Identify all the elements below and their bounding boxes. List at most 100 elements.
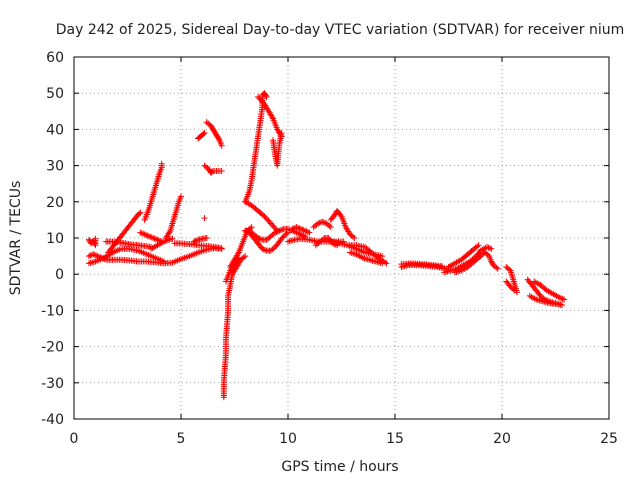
data-series [195,130,208,142]
x-axis-label: GPS time / hours [281,459,398,475]
data-point [319,218,326,225]
data-point [558,295,565,302]
data-series [310,218,334,231]
x-tick-label: 5 [177,431,186,447]
data-point [273,226,280,233]
data-series [531,278,568,303]
data-point [242,253,249,260]
data-point [234,250,241,257]
data-point [294,224,301,231]
data-point [349,233,356,240]
data-point [85,253,92,260]
data-series [103,238,155,251]
data-point [266,219,273,226]
data-point [178,193,184,200]
data-point [261,213,268,220]
data-point [144,232,151,239]
data-point [486,245,493,252]
data-point [488,245,495,252]
data-point [262,92,269,99]
data-series [203,119,225,149]
data-point [561,296,568,303]
data-point [257,96,264,103]
data-point [558,301,565,308]
data-point [269,114,276,121]
data-point [264,216,271,223]
data-series [201,215,208,222]
data-point [209,168,216,175]
data-point [93,252,100,259]
data-point [240,254,247,261]
data-point [218,168,225,175]
data-point [192,238,199,245]
data-point [306,229,313,236]
data-point [511,287,518,294]
data-series [270,130,285,169]
data-point [141,231,148,238]
y-tick-label: 30 [46,159,64,175]
axis-ticks: 0 5 10 15 20 25 -40 -30 -20 -10 0 10 20 30 40 50 60 [41,50,618,447]
data-series [327,207,358,241]
data-point [263,93,270,100]
data-point [257,236,264,243]
data-point [279,226,286,233]
data-point [320,219,327,226]
data-point [474,243,481,250]
data-point [160,238,167,245]
data-point [190,238,197,245]
data-series [289,224,313,236]
data-point [290,225,297,232]
data-series [445,242,482,270]
chart-title: Day 242 of 2025, Sidereal Day-to-day VTE… [56,22,625,38]
data-point [201,130,208,137]
data-point [218,142,225,149]
data-series [242,225,309,243]
data-point [234,256,241,263]
data-series [503,263,520,296]
data-series [222,254,242,285]
y-tick-label: -40 [41,412,64,428]
data-series [105,209,144,256]
data-points [85,90,568,401]
data-point [296,225,303,232]
y-tick-label: -10 [41,303,64,319]
data-point [327,224,334,231]
data-point [147,233,154,240]
data-point [494,265,501,272]
data-point [302,233,309,240]
data-series [526,292,565,308]
y-tick-label: -30 [41,376,64,392]
data-point [559,295,566,302]
data-point [90,251,97,258]
data-point [158,160,165,167]
data-point [256,235,263,242]
data-point [270,223,277,230]
data-point [140,230,147,237]
y-tick-label: 60 [46,50,64,66]
y-tick-label: 10 [46,231,64,247]
data-point [260,212,267,219]
data-point [169,235,176,242]
data-point [200,130,207,137]
data-series [141,160,165,223]
data-series [163,193,184,241]
y-tick-label: 0 [55,267,64,283]
data-point [293,224,300,231]
data-point [319,236,326,243]
data-point [274,227,281,234]
data-point [379,260,386,267]
data-point [203,235,210,241]
x-tick-label: 15 [386,431,404,447]
data-point [493,264,500,271]
data-point [299,226,306,233]
data-point [160,258,167,265]
data-point [316,219,323,226]
data-point [137,229,144,236]
data-point [510,286,517,293]
y-tick-label: 50 [46,86,64,102]
data-point [484,251,491,258]
data-series [85,245,167,267]
data-point [277,227,284,234]
data-series [242,90,270,205]
data-point [91,251,98,258]
